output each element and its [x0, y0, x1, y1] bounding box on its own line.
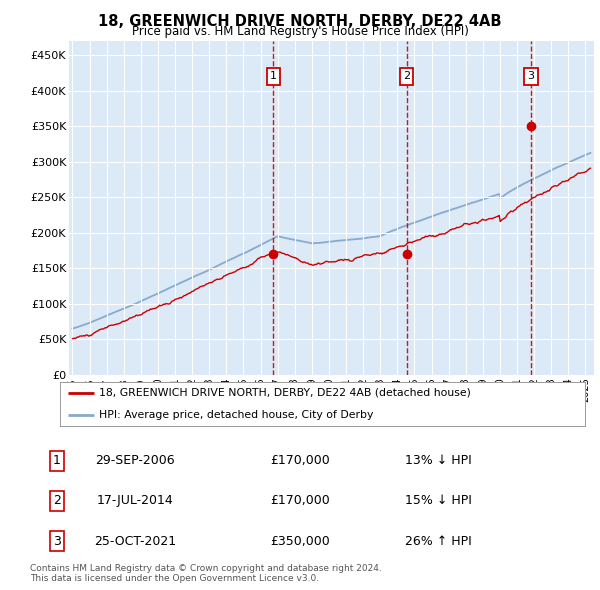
Text: 1: 1 — [270, 71, 277, 81]
Text: 18, GREENWICH DRIVE NORTH, DERBY, DE22 4AB: 18, GREENWICH DRIVE NORTH, DERBY, DE22 4… — [98, 14, 502, 28]
Text: 25-OCT-2021: 25-OCT-2021 — [94, 535, 176, 548]
Text: 3: 3 — [53, 535, 61, 548]
Text: 3: 3 — [527, 71, 535, 81]
Text: 18, GREENWICH DRIVE NORTH, DERBY, DE22 4AB (detached house): 18, GREENWICH DRIVE NORTH, DERBY, DE22 4… — [100, 388, 471, 398]
Text: 29-SEP-2006: 29-SEP-2006 — [95, 454, 175, 467]
Text: 17-JUL-2014: 17-JUL-2014 — [97, 494, 173, 507]
Text: 15% ↓ HPI: 15% ↓ HPI — [404, 494, 472, 507]
Text: Contains HM Land Registry data © Crown copyright and database right 2024.
This d: Contains HM Land Registry data © Crown c… — [30, 563, 382, 583]
Text: £170,000: £170,000 — [270, 454, 330, 467]
Text: £350,000: £350,000 — [270, 535, 330, 548]
Text: £170,000: £170,000 — [270, 494, 330, 507]
Text: 13% ↓ HPI: 13% ↓ HPI — [404, 454, 472, 467]
Text: 26% ↑ HPI: 26% ↑ HPI — [404, 535, 472, 548]
Text: 1: 1 — [53, 454, 61, 467]
Text: 2: 2 — [403, 71, 410, 81]
Text: 2: 2 — [53, 494, 61, 507]
Text: Price paid vs. HM Land Registry's House Price Index (HPI): Price paid vs. HM Land Registry's House … — [131, 25, 469, 38]
Text: HPI: Average price, detached house, City of Derby: HPI: Average price, detached house, City… — [100, 410, 374, 420]
